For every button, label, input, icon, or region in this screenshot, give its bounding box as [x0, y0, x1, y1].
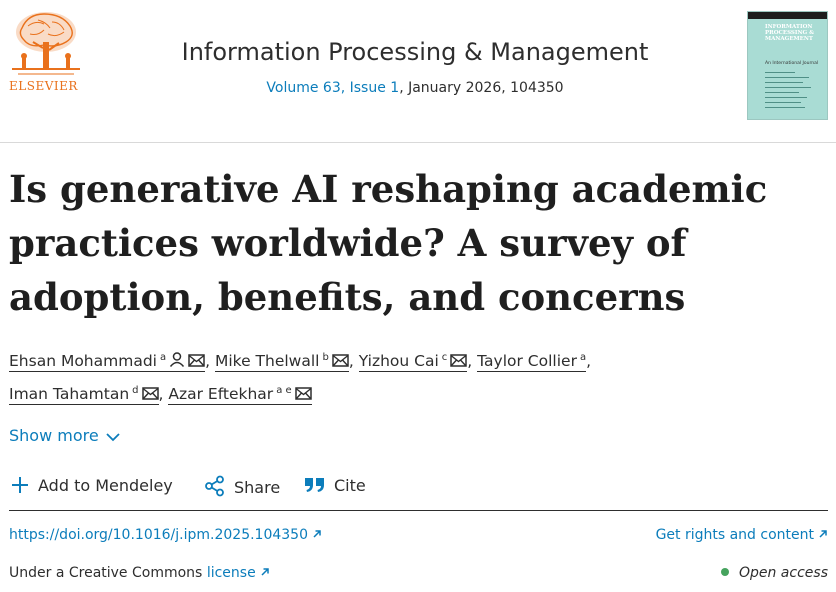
- cite-button[interactable]: Cite: [304, 475, 366, 495]
- doi-label: https://doi.org/10.1016/j.ipm.2025.10435…: [9, 527, 308, 543]
- author-separator: ,: [158, 385, 164, 403]
- article-title: Is generative AI reshaping academic prac…: [9, 167, 768, 319]
- show-more-button[interactable]: Show more: [9, 426, 121, 445]
- add-to-mendeley-button[interactable]: Add to Mendeley: [10, 475, 173, 495]
- license-link[interactable]: license: [207, 565, 270, 581]
- section-divider: [9, 510, 828, 511]
- author-link[interactable]: Azar Eftekhar a e: [168, 385, 312, 405]
- rights-label: Get rights and content: [655, 527, 814, 543]
- license-prefix: Under a Creative Commons: [9, 565, 203, 581]
- author-separator: ,: [467, 352, 473, 370]
- plus-icon: [12, 477, 28, 493]
- affiliation-marker: c: [441, 352, 448, 363]
- cover-subtitle: An International Journal: [765, 61, 819, 66]
- author-link[interactable]: Ehsan Mohammadi a: [9, 352, 206, 372]
- license-link-label: license: [206, 565, 256, 581]
- author-name: Ehsan Mohammadi: [9, 352, 157, 370]
- share-button[interactable]: Share: [204, 475, 280, 497]
- issue-date-article: , January 2026, 104350: [399, 80, 564, 96]
- journal-issue-info: Volume 63, Issue 1, January 2026, 104350: [90, 80, 740, 96]
- affiliation-marker: d: [132, 385, 139, 396]
- mail-icon: [447, 352, 468, 370]
- external-link-icon: [261, 568, 269, 576]
- mail-icon: [329, 352, 349, 370]
- open-access-badge: Open access: [720, 565, 828, 581]
- show-more-label: Show more: [9, 426, 99, 445]
- author-name: Taylor Collier: [477, 352, 577, 370]
- mail-icon: [185, 352, 205, 370]
- author-name: Azar Eftekhar: [168, 385, 274, 403]
- author-link[interactable]: Taylor Collier a: [477, 352, 587, 372]
- share-label: Share: [234, 478, 281, 497]
- license-info: Under a Creative Commons license: [9, 565, 270, 581]
- author-separator: ,: [205, 352, 211, 370]
- author-name: Iman Tahamtan: [9, 385, 130, 403]
- journal-cover-image[interactable]: INFORMATION PROCESSING & MANAGEMENT An I…: [747, 11, 828, 120]
- quote-icon: [305, 478, 324, 492]
- author-separator: ,: [348, 352, 354, 370]
- elsevier-tree-logo[interactable]: [8, 8, 84, 92]
- author-list: Ehsan Mohammadi a, Mike Thelwall b, Yizhou…: [9, 343, 824, 409]
- person-icon: [166, 352, 185, 370]
- affiliation-marker: b: [322, 352, 329, 363]
- journal-title[interactable]: Information Processing & Management: [181, 38, 649, 66]
- mendeley-label: Add to Mendeley: [38, 476, 173, 495]
- author-name: Mike Thelwall: [214, 352, 320, 370]
- publisher-name: ELSEVIER: [9, 79, 78, 93]
- author-link[interactable]: Iman Tahamtan d: [9, 385, 159, 405]
- chevron-down-icon: [106, 433, 120, 442]
- affiliation-marker: a: [159, 352, 167, 363]
- cover-title: INFORMATION PROCESSING & MANAGEMENT: [765, 24, 815, 42]
- cite-label: Cite: [334, 476, 366, 495]
- author-separator: ,: [586, 352, 592, 370]
- doi-link[interactable]: https://doi.org/10.1016/j.ipm.2025.10435…: [9, 527, 322, 543]
- external-link-icon: [819, 530, 827, 538]
- open-access-label: Open access: [738, 565, 828, 581]
- affiliation-marker: a: [579, 352, 587, 363]
- author-link[interactable]: Mike Thelwall b: [214, 352, 349, 372]
- share-icon: [205, 475, 224, 497]
- author-link[interactable]: Yizhou Cai c: [358, 352, 468, 372]
- mail-icon: [139, 385, 159, 403]
- volume-issue-link[interactable]: Volume 63, Issue 1: [266, 80, 400, 96]
- get-rights-link[interactable]: Get rights and content: [656, 527, 828, 543]
- affiliation-marker: a e: [276, 385, 292, 396]
- journal-header: ELSEVIER Information Processing & Manage…: [0, 0, 836, 143]
- open-access-dot-icon: [720, 568, 729, 576]
- external-link-icon: [313, 530, 321, 538]
- author-name: Yizhou Cai: [358, 352, 439, 370]
- mail-icon: [292, 385, 312, 403]
